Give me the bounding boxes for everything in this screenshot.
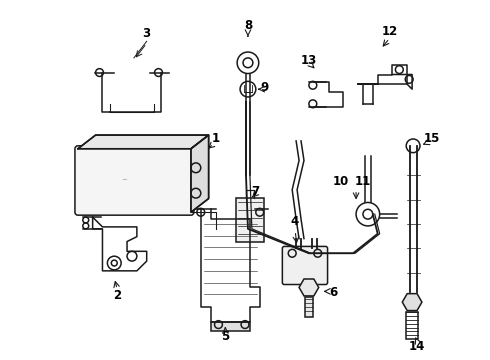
Text: 6: 6	[329, 286, 338, 299]
Polygon shape	[402, 294, 422, 311]
Text: 15: 15	[423, 132, 440, 145]
FancyBboxPatch shape	[75, 146, 194, 215]
FancyBboxPatch shape	[282, 247, 328, 284]
Bar	[305, 297, 313, 317]
Text: 1: 1	[212, 132, 220, 145]
Text: 4: 4	[290, 215, 298, 228]
Text: 9: 9	[261, 81, 269, 94]
Text: 11: 11	[355, 175, 371, 188]
Text: 7: 7	[251, 185, 259, 198]
Bar	[211, 321, 250, 332]
Text: 12: 12	[381, 25, 397, 38]
Bar	[236, 198, 264, 242]
Text: 5: 5	[221, 330, 229, 343]
Text: 8: 8	[244, 19, 252, 32]
Polygon shape	[299, 279, 318, 296]
Text: 13: 13	[301, 54, 317, 67]
Text: ~: ~	[121, 177, 127, 183]
Text: 14: 14	[409, 339, 425, 352]
Polygon shape	[191, 135, 209, 212]
Text: 3: 3	[143, 27, 151, 40]
Text: 2: 2	[113, 289, 121, 302]
Text: 10: 10	[332, 175, 348, 188]
Polygon shape	[78, 135, 209, 149]
Bar	[406, 312, 418, 339]
